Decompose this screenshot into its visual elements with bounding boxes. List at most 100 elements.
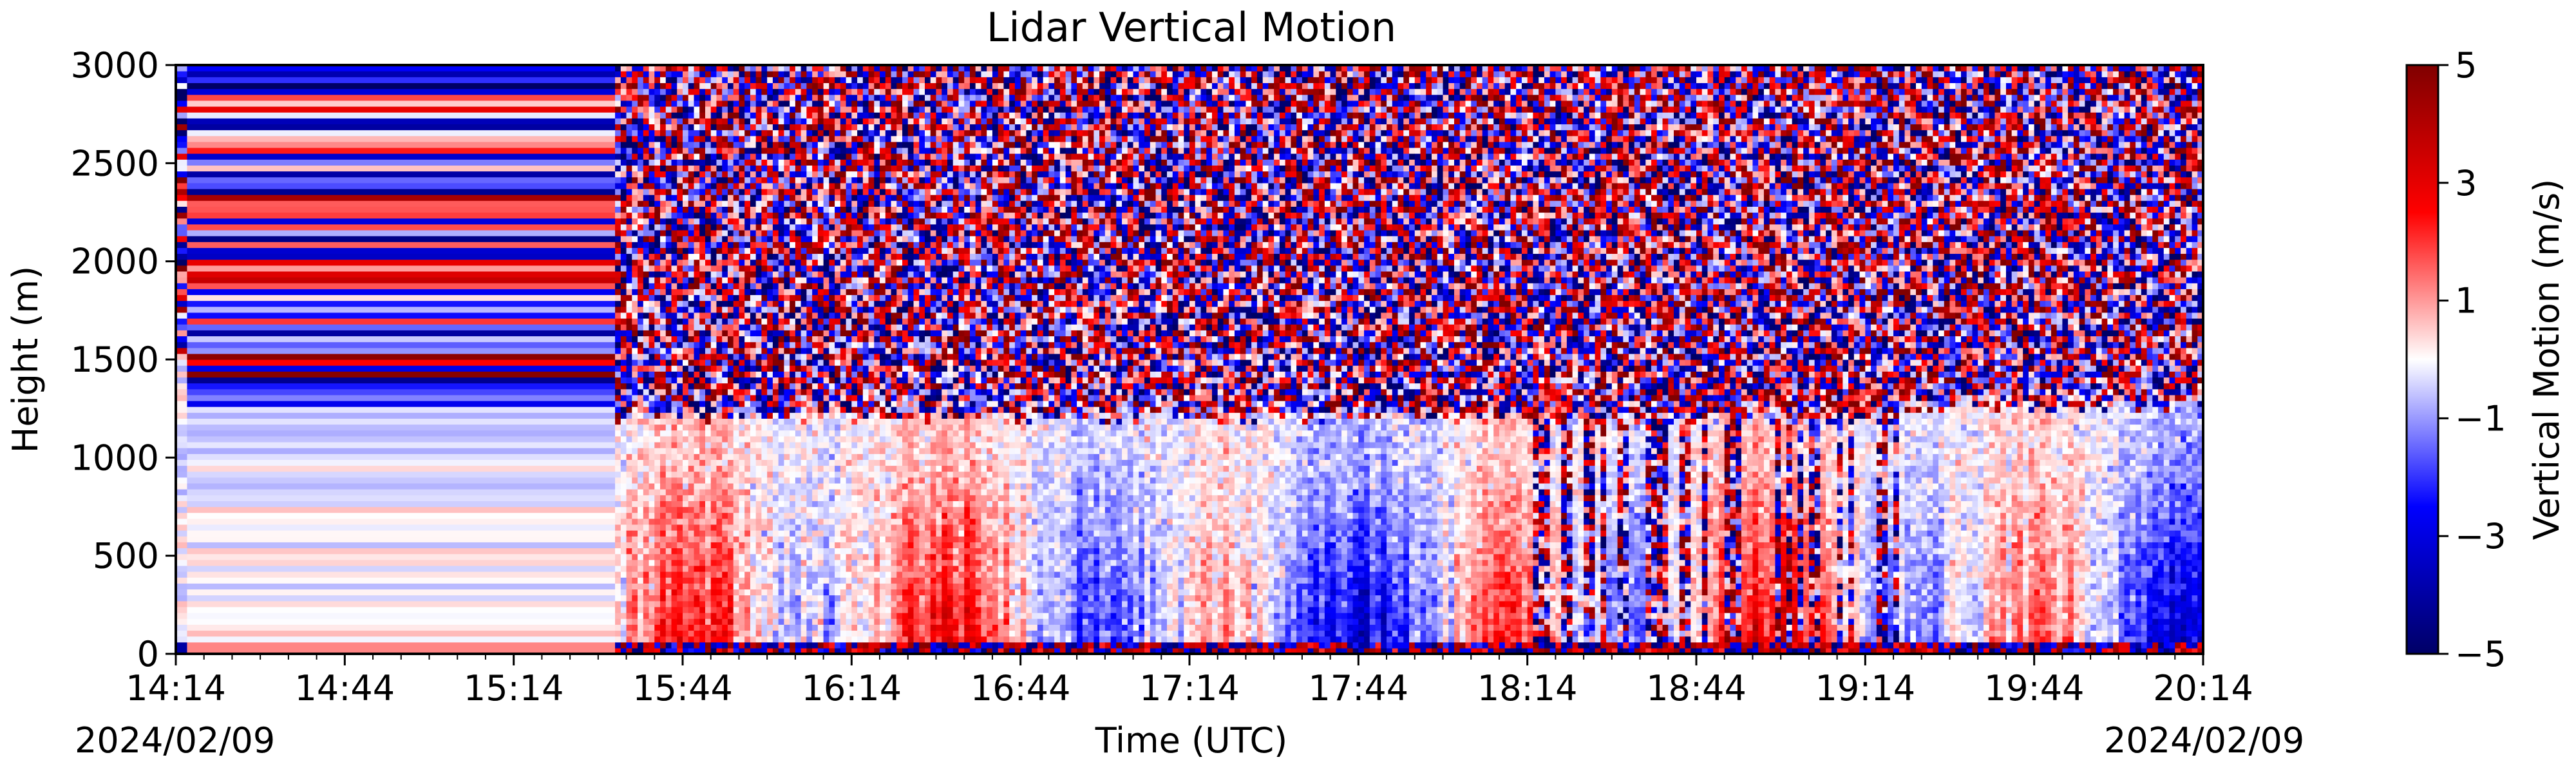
heatmap-cell bbox=[705, 466, 711, 472]
heatmap-cell bbox=[734, 577, 739, 584]
heatmap-cell bbox=[874, 601, 880, 607]
heatmap-cell bbox=[869, 200, 875, 207]
heatmap-cell bbox=[784, 213, 790, 219]
heatmap-cell bbox=[829, 224, 835, 231]
heatmap-cell bbox=[666, 71, 672, 77]
heatmap-cell bbox=[666, 136, 672, 142]
heatmap-cell bbox=[654, 472, 660, 478]
heatmap-cell bbox=[638, 283, 643, 289]
heatmap-cell bbox=[806, 571, 812, 578]
heatmap-cell bbox=[660, 636, 666, 643]
heatmap-cell bbox=[874, 106, 880, 113]
heatmap-cell bbox=[666, 618, 672, 625]
heatmap-cell bbox=[176, 595, 187, 602]
heatmap-cell bbox=[756, 425, 762, 431]
heatmap-cell bbox=[615, 260, 621, 266]
heatmap-cell bbox=[638, 524, 643, 531]
heatmap-cell bbox=[874, 483, 880, 490]
heatmap-cell bbox=[767, 230, 773, 236]
heatmap-cell bbox=[779, 336, 784, 342]
heatmap-cell bbox=[756, 601, 762, 607]
heatmap-cell bbox=[835, 466, 840, 472]
heatmap-cell bbox=[818, 401, 824, 407]
heatmap-cell bbox=[829, 77, 835, 83]
heatmap-cell bbox=[818, 136, 824, 142]
heatmap-cell bbox=[711, 636, 717, 643]
heatmap-cell bbox=[615, 124, 621, 130]
heatmap-cell bbox=[744, 607, 750, 613]
heatmap-cell bbox=[773, 453, 779, 460]
heatmap-cell bbox=[750, 401, 756, 407]
heatmap-cell bbox=[874, 495, 880, 501]
heatmap-cell bbox=[705, 312, 711, 319]
heatmap-cell bbox=[649, 200, 655, 207]
heatmap-cell bbox=[818, 307, 824, 313]
heatmap-cell bbox=[699, 330, 705, 336]
heatmap-cell bbox=[756, 283, 762, 289]
heatmap-cell bbox=[790, 354, 795, 360]
heatmap-cell bbox=[734, 642, 739, 649]
heatmap-cell bbox=[779, 189, 784, 195]
heatmap-cell bbox=[632, 177, 638, 184]
heatmap-cell bbox=[643, 277, 649, 283]
heatmap-cell bbox=[750, 71, 756, 77]
heatmap-cell bbox=[699, 489, 705, 495]
heatmap-cell bbox=[683, 348, 688, 354]
heatmap-cell bbox=[795, 124, 801, 130]
heatmap-cell bbox=[779, 171, 784, 178]
heatmap-cell bbox=[649, 554, 655, 560]
heatmap-cell bbox=[851, 554, 857, 560]
heatmap-cell bbox=[711, 200, 717, 207]
heatmap-cell bbox=[835, 100, 840, 107]
heatmap-cell bbox=[683, 177, 688, 184]
heatmap-cell bbox=[857, 253, 863, 260]
heatmap-cell bbox=[880, 100, 886, 107]
heatmap-cell bbox=[672, 425, 677, 431]
heatmap-cell bbox=[801, 277, 807, 283]
heatmap-cell bbox=[790, 100, 795, 107]
heatmap-cell bbox=[795, 436, 801, 443]
heatmap-cell bbox=[621, 218, 627, 225]
heatmap-cell bbox=[654, 536, 660, 542]
heatmap-cell bbox=[739, 613, 744, 619]
heatmap-cell bbox=[643, 642, 649, 649]
heatmap-cell bbox=[761, 389, 767, 396]
heatmap-cell bbox=[627, 171, 632, 178]
heatmap-cell bbox=[767, 118, 773, 124]
heatmap-cell bbox=[615, 624, 621, 631]
heatmap-cell bbox=[716, 289, 722, 295]
heatmap-cell bbox=[773, 542, 779, 548]
heatmap-cell bbox=[716, 425, 722, 431]
heatmap-cell bbox=[688, 294, 694, 301]
heatmap-cell bbox=[677, 365, 683, 372]
heatmap-cell bbox=[716, 507, 722, 513]
heatmap-cell bbox=[801, 601, 807, 607]
heatmap-cell bbox=[806, 224, 812, 231]
heatmap-cell bbox=[846, 106, 852, 113]
heatmap-cell bbox=[722, 189, 728, 195]
heatmap-cell bbox=[739, 95, 744, 101]
heatmap-cell bbox=[699, 206, 705, 213]
heatmap-cell bbox=[840, 389, 846, 396]
heatmap-cell bbox=[851, 136, 857, 142]
heatmap-cell bbox=[824, 636, 829, 643]
heatmap-cell bbox=[846, 418, 852, 425]
heatmap-cell bbox=[739, 130, 744, 137]
heatmap-cell bbox=[806, 459, 812, 466]
heatmap-cell bbox=[818, 613, 824, 619]
heatmap-cell bbox=[176, 236, 187, 242]
heatmap-cell bbox=[761, 230, 767, 236]
heatmap-cell bbox=[824, 294, 829, 301]
heatmap-cell bbox=[722, 77, 728, 83]
heatmap-cell bbox=[649, 383, 655, 390]
heatmap-cell bbox=[722, 230, 728, 236]
heatmap-cell bbox=[784, 118, 790, 124]
heatmap-cell bbox=[699, 230, 705, 236]
heatmap-cell bbox=[654, 330, 660, 336]
heatmap-cell bbox=[694, 71, 699, 77]
heatmap-cell bbox=[767, 430, 773, 437]
heatmap-cell bbox=[699, 601, 705, 607]
heatmap-cell bbox=[666, 189, 672, 195]
heatmap-cell bbox=[801, 536, 807, 542]
heatmap-cell bbox=[857, 501, 863, 507]
